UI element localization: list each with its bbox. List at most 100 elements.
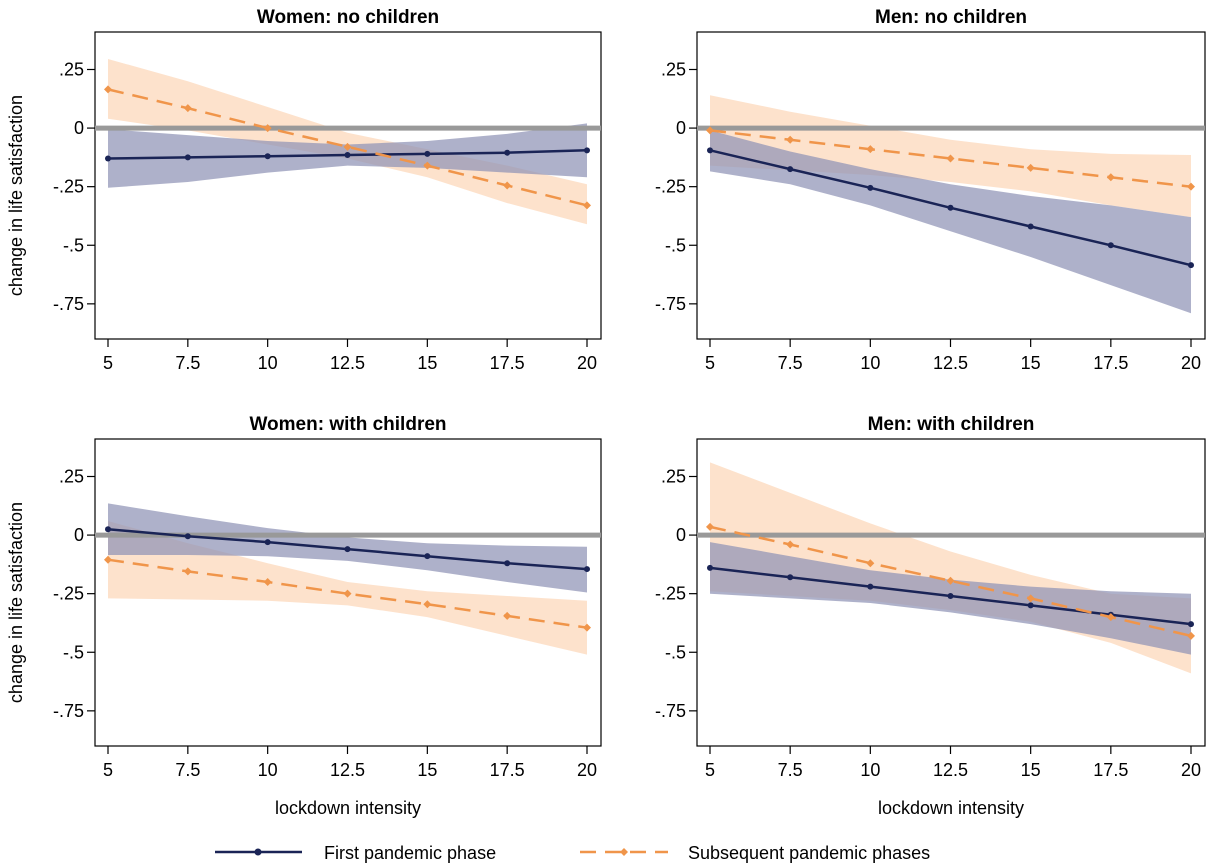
x-tick-label: 7.5 xyxy=(778,353,803,373)
y-tick-label: -.25 xyxy=(53,584,84,604)
y-tick-label: .25 xyxy=(59,59,84,79)
ci-band-subsequent xyxy=(108,59,587,225)
data-point-subsequent xyxy=(866,145,875,154)
x-tick-label: 5 xyxy=(705,353,715,373)
y-tick-label: -.5 xyxy=(63,235,84,255)
data-point-subsequent xyxy=(263,577,272,586)
data-point-subsequent xyxy=(706,522,714,531)
data-point-subsequent xyxy=(1026,163,1035,172)
x-tick-label: 12.5 xyxy=(933,760,968,780)
x-tick-label: 10 xyxy=(258,760,278,780)
panel-title: Women: no children xyxy=(257,7,439,28)
data-point-first xyxy=(344,152,351,159)
x-tick-label: 7.5 xyxy=(175,353,200,373)
y-tick-label: -.25 xyxy=(53,177,84,197)
data-point-first xyxy=(504,560,511,567)
data-point-first xyxy=(787,574,794,581)
y-tick-label: 0 xyxy=(676,525,686,545)
y-axis-label: change in life satisfaction xyxy=(6,95,26,296)
x-tick-label: 12.5 xyxy=(330,353,365,373)
x-tick-label: 15 xyxy=(1021,353,1041,373)
panel-4: Men: with children .25 0 -.25 -.5 -.75 5 7.5 10 1… xyxy=(655,414,1206,818)
x-tick-label: 15 xyxy=(417,760,437,780)
x-tick-label: 20 xyxy=(1181,353,1201,373)
data-point-first xyxy=(1027,602,1034,609)
data-point-subsequent xyxy=(706,126,714,135)
x-tick-label: 7.5 xyxy=(175,760,200,780)
data-point-first xyxy=(1107,242,1114,249)
y-tick-label: -.5 xyxy=(665,642,686,662)
panels: Women: no children .25 0 -.25 -.5 -.75 5 7.5 10 1… xyxy=(6,7,1206,818)
data-point-subsequent xyxy=(1187,631,1195,640)
data-point-subsequent xyxy=(1106,173,1115,182)
data-point-first xyxy=(344,546,351,553)
y-tick-label: -.75 xyxy=(53,701,84,721)
data-point-subsequent xyxy=(1026,594,1035,603)
data-point-first xyxy=(947,204,954,211)
data-point-first xyxy=(947,593,954,600)
y-tick-label: 0 xyxy=(676,118,686,138)
y-tick-label: -.5 xyxy=(665,235,686,255)
x-tick-label: 10 xyxy=(860,353,880,373)
y-tick-label: -.75 xyxy=(655,294,686,314)
y-tick-label: -.75 xyxy=(655,701,686,721)
x-tick-label: 7.5 xyxy=(778,760,803,780)
x-tick-label: 17.5 xyxy=(490,353,525,373)
data-point-first xyxy=(584,566,590,573)
data-point-subsequent xyxy=(583,623,591,632)
data-point-first xyxy=(264,153,271,160)
x-tick-label: 5 xyxy=(103,760,113,780)
data-point-subsequent xyxy=(786,540,795,549)
legend-first-marker xyxy=(254,848,262,856)
data-point-first xyxy=(867,583,874,590)
ci-band-first xyxy=(710,130,1191,314)
y-tick-label: -.25 xyxy=(655,177,686,197)
data-point-first xyxy=(1188,262,1194,269)
data-point-first xyxy=(105,526,111,533)
data-point-first xyxy=(504,149,511,156)
data-point-first xyxy=(184,533,191,540)
data-point-subsequent xyxy=(1106,613,1115,622)
data-point-subsequent xyxy=(183,567,192,576)
data-point-subsequent xyxy=(343,589,352,598)
data-point-subsequent xyxy=(263,124,272,133)
legend-subsequent-label: Subsequent pandemic phases xyxy=(688,843,930,863)
x-tick-label: 15 xyxy=(417,353,437,373)
x-axis-label: lockdown intensity xyxy=(878,798,1024,818)
data-point-first xyxy=(707,564,713,571)
data-point-subsequent xyxy=(583,201,591,210)
panel-3: Women: with children .25 0 -.25 -.5 -.75 5 7.5 1… xyxy=(6,414,602,818)
x-tick-label: 12.5 xyxy=(933,353,968,373)
data-point-subsequent xyxy=(503,181,512,190)
y-tick-label: 0 xyxy=(74,525,84,545)
data-point-subsequent xyxy=(1187,182,1195,191)
data-point-first xyxy=(1027,223,1034,230)
legend-subsequent-marker xyxy=(620,848,628,856)
panel-title: Men: no children xyxy=(875,7,1027,28)
x-axis-label: lockdown intensity xyxy=(275,798,421,818)
data-point-first xyxy=(264,539,271,546)
data-point-subsequent xyxy=(104,85,112,94)
data-point-subsequent xyxy=(946,154,955,163)
y-tick-label: .25 xyxy=(661,59,686,79)
panel-title: Women: with children xyxy=(249,414,446,435)
data-point-first xyxy=(584,147,590,154)
y-tick-label: -.75 xyxy=(53,294,84,314)
x-tick-label: 5 xyxy=(705,760,715,780)
y-tick-label: .25 xyxy=(59,466,84,486)
x-tick-label: 17.5 xyxy=(1093,760,1128,780)
x-tick-label: 17.5 xyxy=(490,760,525,780)
x-tick-label: 5 xyxy=(103,353,113,373)
x-tick-label: 20 xyxy=(1181,760,1201,780)
y-axis-label: change in life satisfaction xyxy=(6,502,26,703)
x-tick-label: 12.5 xyxy=(330,760,365,780)
data-point-subsequent xyxy=(503,611,512,620)
data-point-subsequent xyxy=(423,600,432,609)
data-point-subsequent xyxy=(946,576,955,585)
panel-title: Men: with children xyxy=(868,414,1035,435)
x-tick-label: 15 xyxy=(1021,760,1041,780)
data-point-subsequent xyxy=(423,161,432,170)
data-point-first xyxy=(707,147,713,154)
x-tick-label: 10 xyxy=(860,760,880,780)
y-tick-label: -.25 xyxy=(655,584,686,604)
